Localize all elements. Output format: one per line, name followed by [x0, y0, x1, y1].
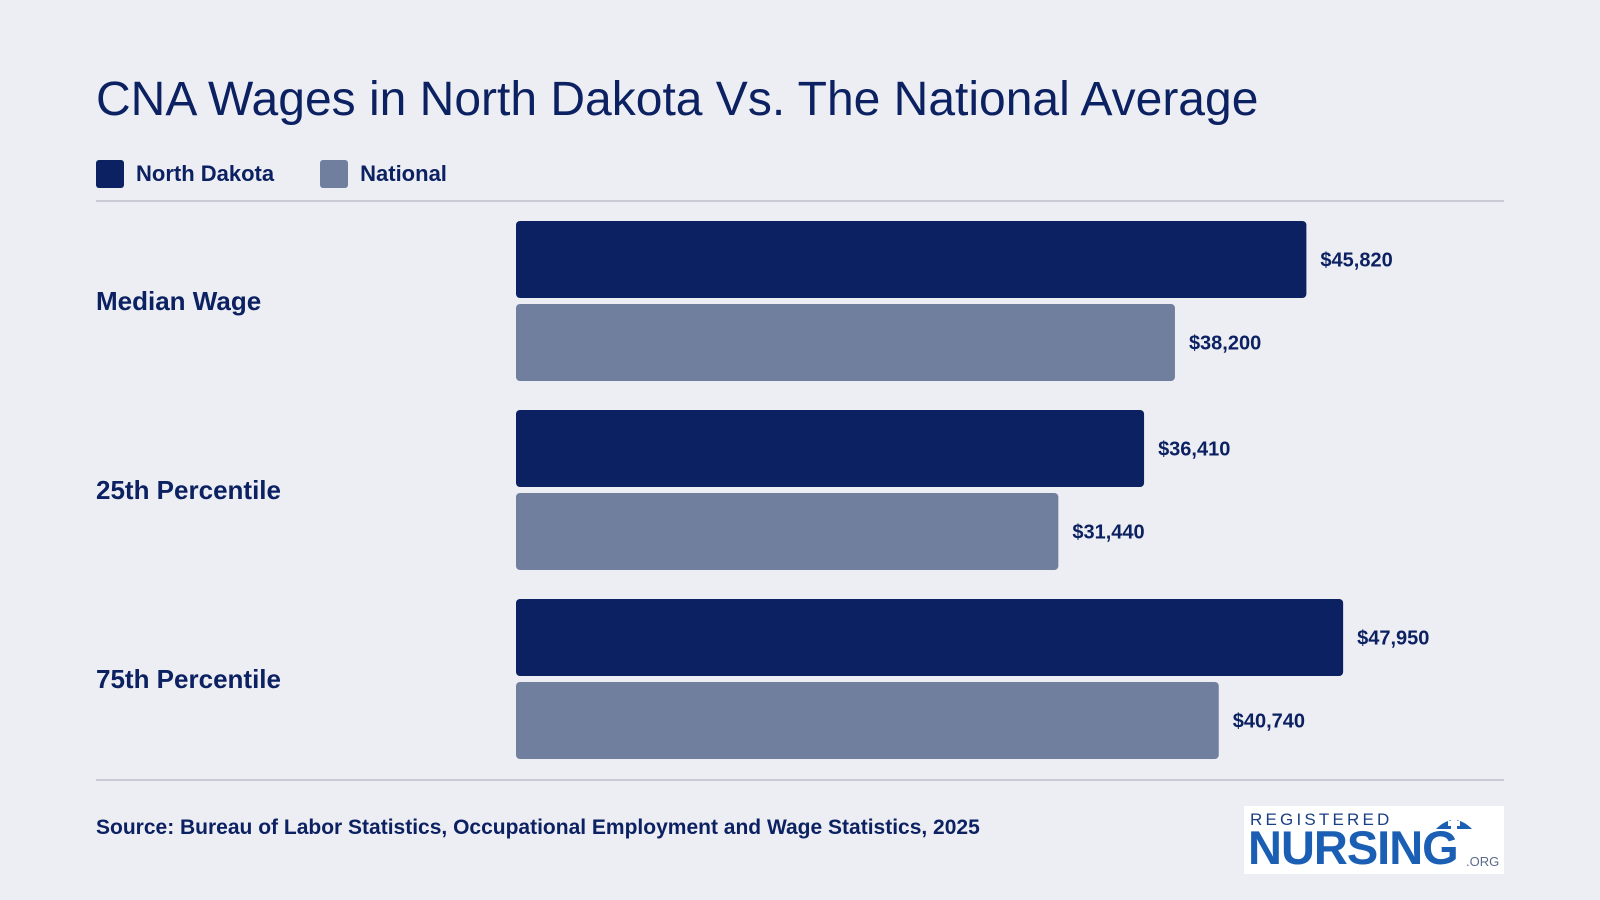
- logo-line-nursing: NURSING: [1248, 821, 1459, 874]
- bar-north-dakota-25th-percentile: [516, 410, 1145, 487]
- value-label-national-75th-percentile: $40,740: [1233, 711, 1305, 733]
- legend-label-national: National: [360, 161, 447, 186]
- value-label-north-dakota-median-wage: $45,820: [1320, 250, 1392, 272]
- value-label-north-dakota-75th-percentile: $47,950: [1357, 628, 1429, 650]
- legend-label-north-dakota: North Dakota: [136, 161, 275, 186]
- legend-item-national: National: [320, 160, 447, 188]
- top-divider: [96, 200, 1504, 202]
- legend-swatch-national: [320, 160, 349, 188]
- chart-title: CNA Wages in North Dakota Vs. The Nation…: [96, 73, 1259, 126]
- value-label-national-25th-percentile: $31,440: [1072, 522, 1144, 544]
- category-label-median-wage: Median Wage: [96, 286, 261, 316]
- source-note: Source: Bureau of Labor Statistics, Occu…: [96, 816, 980, 839]
- nurse-cap-icon: [1436, 818, 1472, 829]
- bar-national-median-wage: [516, 304, 1175, 381]
- legend-item-north-dakota: North Dakota: [96, 160, 274, 188]
- category-label-25th-percentile: 25th Percentile: [96, 475, 281, 505]
- logo-line-org: .ORG: [1466, 854, 1500, 869]
- registered-nursing-logo: REGISTERED NURSING .ORG: [1244, 806, 1504, 874]
- logo-line-registered: REGISTERED: [1250, 810, 1393, 829]
- bar-north-dakota-median-wage: [516, 221, 1307, 298]
- legend-swatch-north-dakota: [96, 160, 124, 188]
- value-label-north-dakota-25th-percentile: $36,410: [1158, 439, 1230, 461]
- bar-national-75th-percentile: [516, 682, 1219, 759]
- bottom-divider: [96, 779, 1504, 781]
- category-label-75th-percentile: 75th Percentile: [96, 664, 281, 694]
- bar-national-25th-percentile: [516, 493, 1059, 570]
- bar-north-dakota-75th-percentile: [516, 599, 1344, 676]
- legend: North Dakota National: [96, 160, 447, 188]
- value-label-national-median-wage: $38,200: [1189, 333, 1261, 355]
